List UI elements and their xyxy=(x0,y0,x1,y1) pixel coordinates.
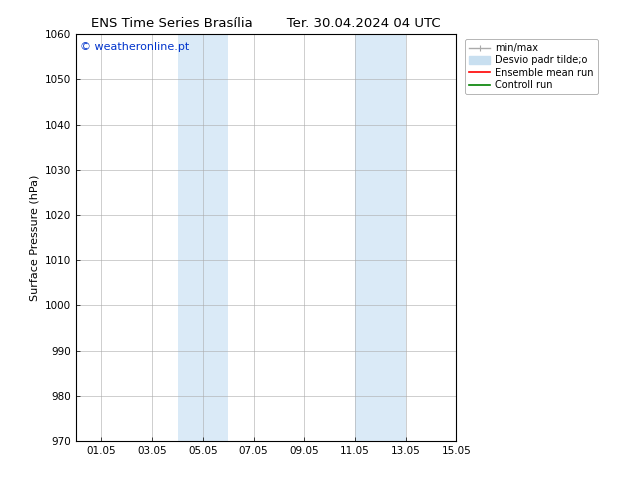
Legend: min/max, Desvio padr tilde;o, Ensemble mean run, Controll run: min/max, Desvio padr tilde;o, Ensemble m… xyxy=(465,39,598,94)
Y-axis label: Surface Pressure (hPa): Surface Pressure (hPa) xyxy=(29,174,39,301)
Bar xyxy=(178,34,228,441)
Text: © weatheronline.pt: © weatheronline.pt xyxy=(80,43,189,52)
Bar xyxy=(355,34,406,441)
Title: ENS Time Series Brasília        Ter. 30.04.2024 04 UTC: ENS Time Series Brasília Ter. 30.04.2024… xyxy=(91,17,441,30)
